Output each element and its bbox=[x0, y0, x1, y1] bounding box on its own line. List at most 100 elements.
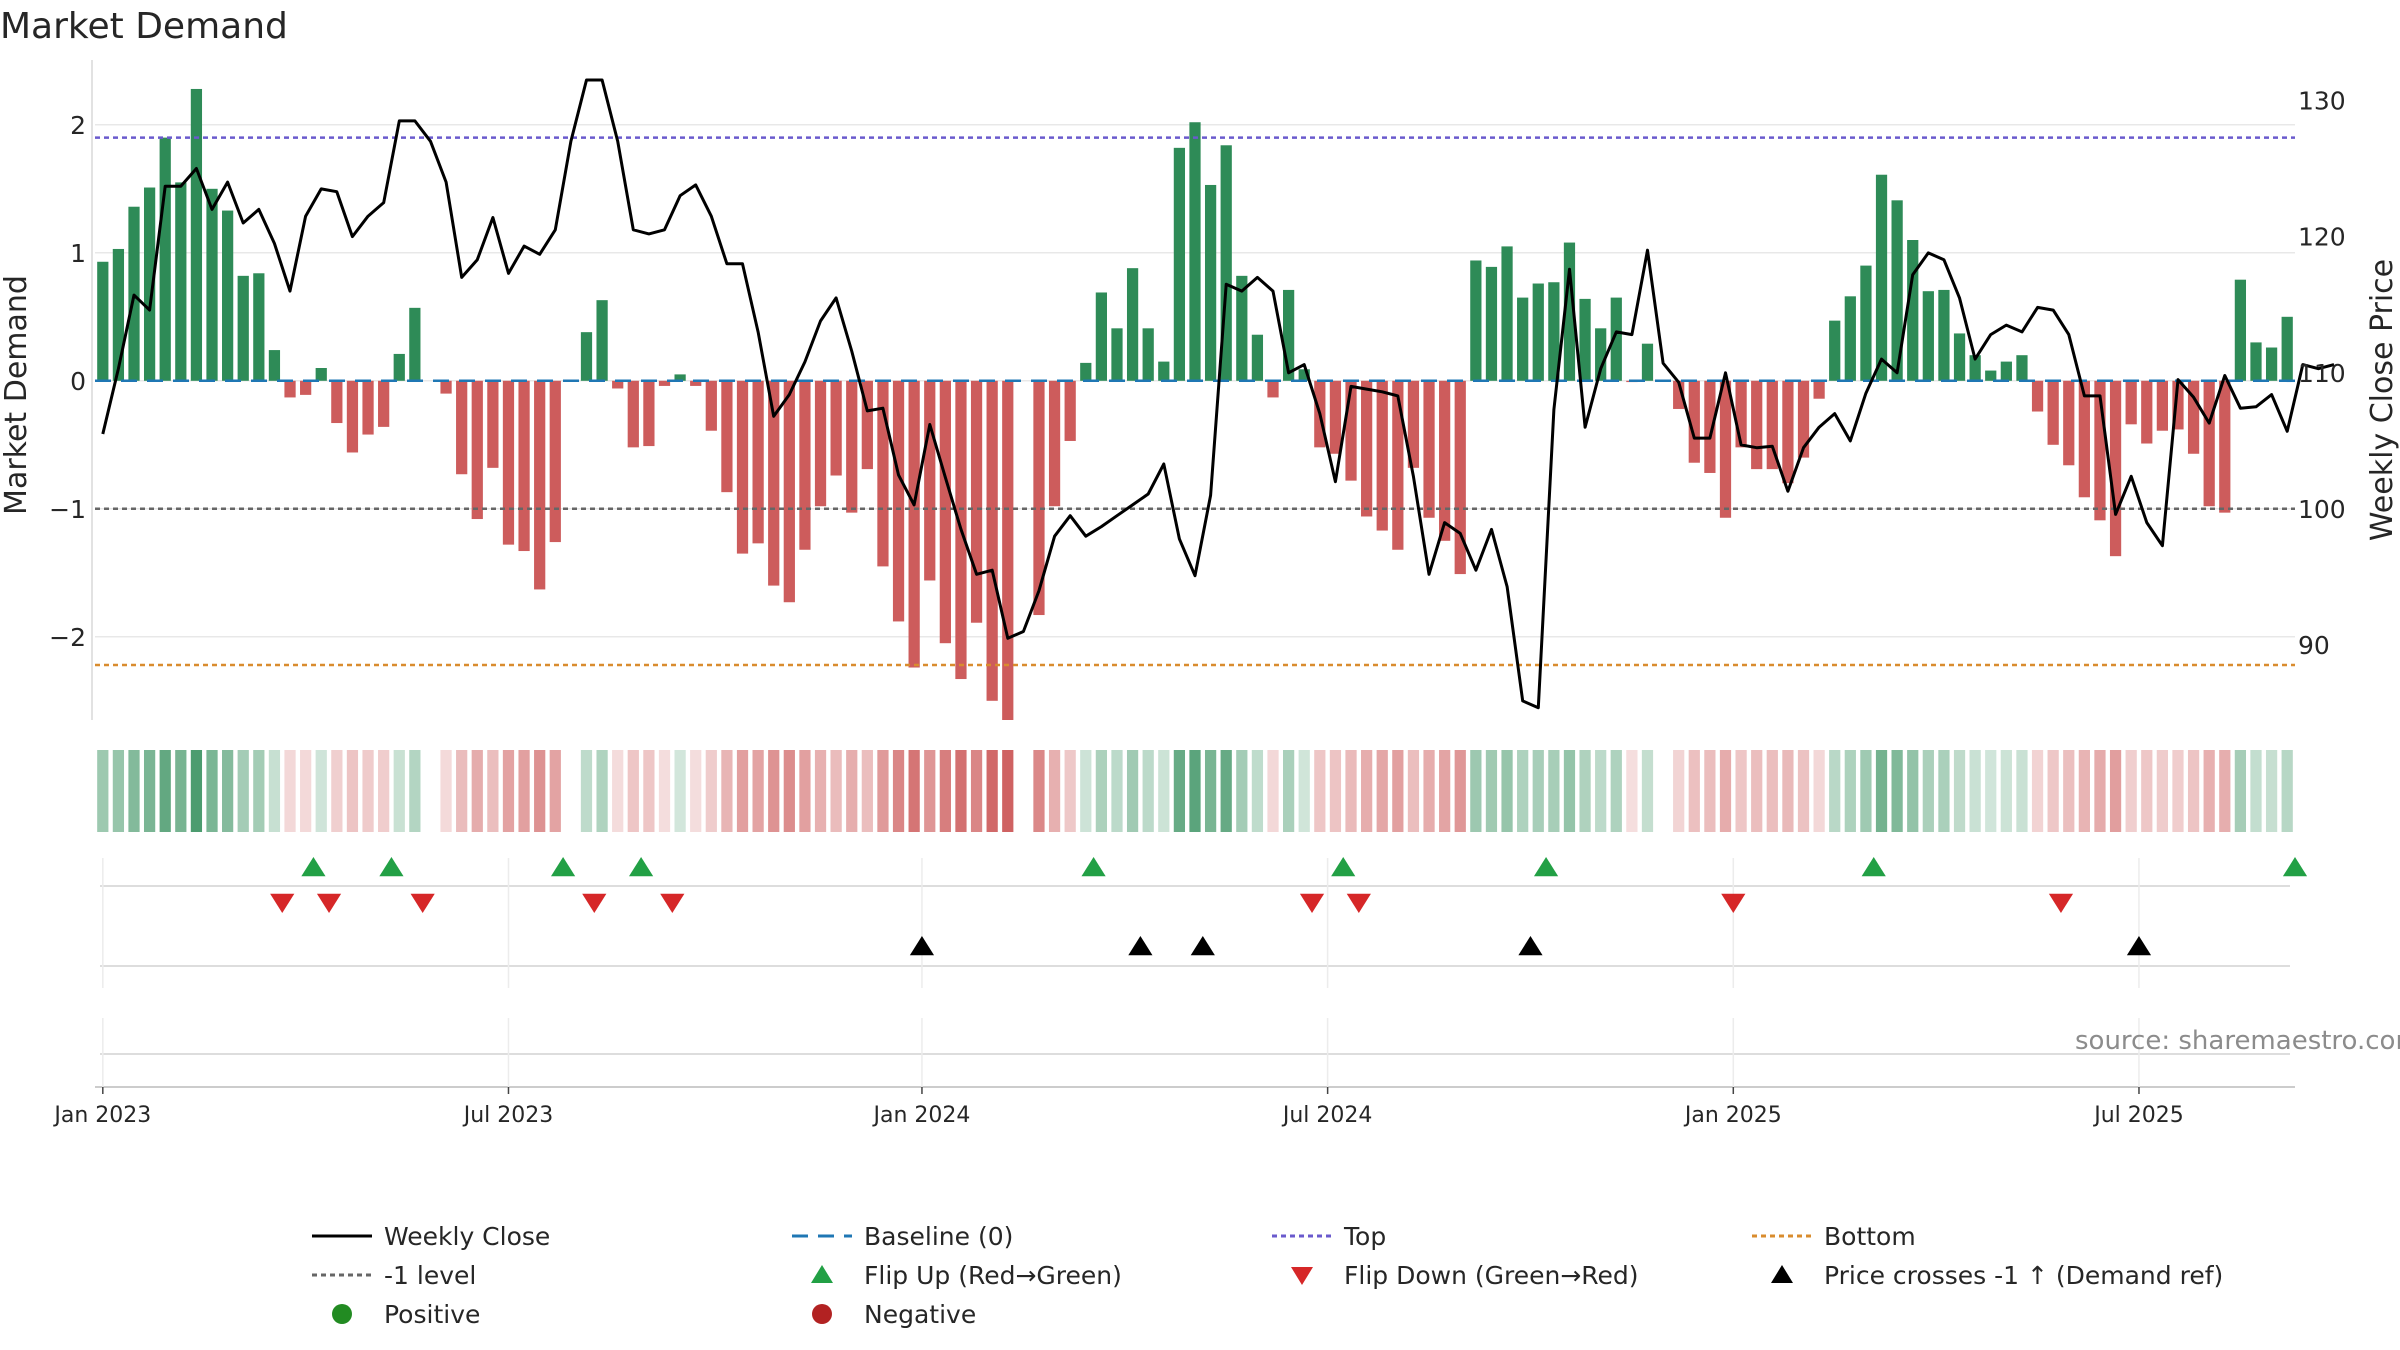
demand-bar bbox=[939, 380, 951, 644]
heat-cell bbox=[1688, 750, 1700, 832]
demand-bar bbox=[1688, 380, 1700, 463]
demand-bar bbox=[1641, 343, 1654, 381]
demand-bar bbox=[1704, 380, 1716, 473]
legend-item: Positive bbox=[332, 1300, 480, 1329]
y-left-tick-label: −2 bbox=[49, 623, 86, 652]
y-right-tick-label: 100 bbox=[2298, 495, 2346, 524]
demand-bar bbox=[1953, 333, 1966, 381]
heat-cell bbox=[674, 750, 686, 832]
reference-lines bbox=[95, 136, 2295, 667]
heat-cell bbox=[1751, 750, 1763, 832]
demand-bar bbox=[861, 380, 873, 470]
flip-up-marker bbox=[628, 857, 654, 877]
demand-bar bbox=[1922, 291, 1934, 381]
demand-bar bbox=[190, 88, 203, 381]
heat-cell bbox=[1329, 750, 1342, 832]
demand-bar bbox=[1095, 292, 1107, 381]
demand-bar bbox=[518, 380, 530, 552]
demand-bar bbox=[1797, 380, 1810, 458]
flip-down-marker bbox=[1299, 893, 1325, 913]
heat-cell bbox=[939, 750, 951, 832]
heat-cell bbox=[612, 750, 624, 832]
demand-bar bbox=[1267, 380, 1279, 398]
heat-cell bbox=[580, 750, 593, 832]
demand-bar bbox=[2172, 380, 2184, 430]
demand-bar bbox=[674, 374, 686, 381]
heat-cell bbox=[1907, 750, 1919, 832]
heat-cell bbox=[1844, 750, 1856, 832]
legend-label: Top bbox=[1343, 1222, 1386, 1251]
demand-bar bbox=[268, 350, 281, 381]
source-note: source: sharemaestro.com bbox=[2075, 1026, 2400, 1056]
heat-cell bbox=[190, 750, 203, 832]
demand-bar bbox=[393, 353, 405, 381]
heat-cell bbox=[892, 750, 905, 832]
legend-swatch bbox=[811, 1265, 833, 1283]
demand-bar bbox=[1470, 260, 1482, 381]
heat-cell bbox=[1704, 750, 1716, 832]
heat-cell bbox=[456, 750, 468, 832]
legend-label: Negative bbox=[864, 1300, 976, 1329]
heat-cell bbox=[1610, 750, 1622, 832]
heat-cell bbox=[1142, 750, 1154, 832]
demand-bar bbox=[1298, 369, 1310, 381]
demand-bar bbox=[159, 137, 171, 381]
heat-cell bbox=[1173, 750, 1186, 832]
heat-cell bbox=[471, 750, 483, 832]
heat-cell bbox=[1095, 750, 1107, 832]
demand-bar bbox=[986, 380, 998, 701]
demand-bar bbox=[1517, 297, 1529, 381]
heat-cell bbox=[378, 750, 390, 832]
demand-bar bbox=[331, 380, 343, 424]
heat-cell bbox=[1595, 750, 1607, 832]
y-axis-left-label: Market Demand bbox=[0, 275, 34, 515]
heat-cell bbox=[1938, 750, 1950, 832]
heat-cell bbox=[1470, 750, 1482, 832]
heat-cell bbox=[1204, 750, 1217, 832]
heat-cell bbox=[1220, 750, 1232, 832]
demand-bar bbox=[1485, 266, 1498, 381]
demand-bar bbox=[362, 380, 374, 435]
demand-bar bbox=[2000, 361, 2012, 381]
heat-cell bbox=[970, 750, 983, 832]
heat-cell bbox=[1641, 750, 1654, 832]
demand-bar bbox=[1033, 380, 1045, 616]
heat-cell bbox=[1002, 750, 1014, 832]
x-tick-label: Jan 2023 bbox=[52, 1103, 151, 1128]
heat-cell bbox=[2125, 750, 2137, 832]
demand-bar bbox=[1969, 355, 1981, 381]
heat-cell bbox=[2016, 750, 2028, 832]
demand-bar bbox=[1173, 147, 1186, 381]
y-left-tick-label: 2 bbox=[70, 111, 86, 140]
flip-up-marker bbox=[301, 857, 326, 877]
heat-cell bbox=[877, 750, 889, 832]
demand-bar bbox=[300, 380, 312, 395]
heat-cell bbox=[300, 750, 312, 832]
demand-bar bbox=[2250, 342, 2262, 381]
demand-bar bbox=[1158, 361, 1170, 381]
heat-cell bbox=[2094, 750, 2106, 832]
heat-cell bbox=[1829, 750, 1841, 832]
heat-cell bbox=[1407, 750, 1420, 832]
demand-bar bbox=[1532, 283, 1544, 381]
heat-cell bbox=[846, 750, 858, 832]
demand-bar bbox=[1735, 380, 1747, 448]
x-tick-label: Jul 2024 bbox=[1281, 1103, 1373, 1128]
heat-cell bbox=[1548, 750, 1560, 832]
heat-cell bbox=[768, 750, 780, 832]
demand-bar bbox=[1111, 328, 1123, 381]
demand-bar bbox=[2281, 316, 2293, 381]
demand-bar bbox=[721, 380, 733, 493]
demand-bar bbox=[1673, 380, 1685, 409]
demand-bar bbox=[2063, 380, 2075, 466]
heat-cell bbox=[1111, 750, 1123, 832]
heat-cell bbox=[206, 750, 218, 832]
heat-cell bbox=[346, 750, 359, 832]
heat-cell bbox=[705, 750, 717, 832]
demand-bar bbox=[487, 380, 499, 468]
x-tick-label: Jul 2023 bbox=[462, 1103, 554, 1128]
heat-cell bbox=[1953, 750, 1966, 832]
price-cross-marker bbox=[1518, 936, 1543, 956]
heat-cell bbox=[1719, 750, 1732, 832]
heat-cell bbox=[2063, 750, 2075, 832]
